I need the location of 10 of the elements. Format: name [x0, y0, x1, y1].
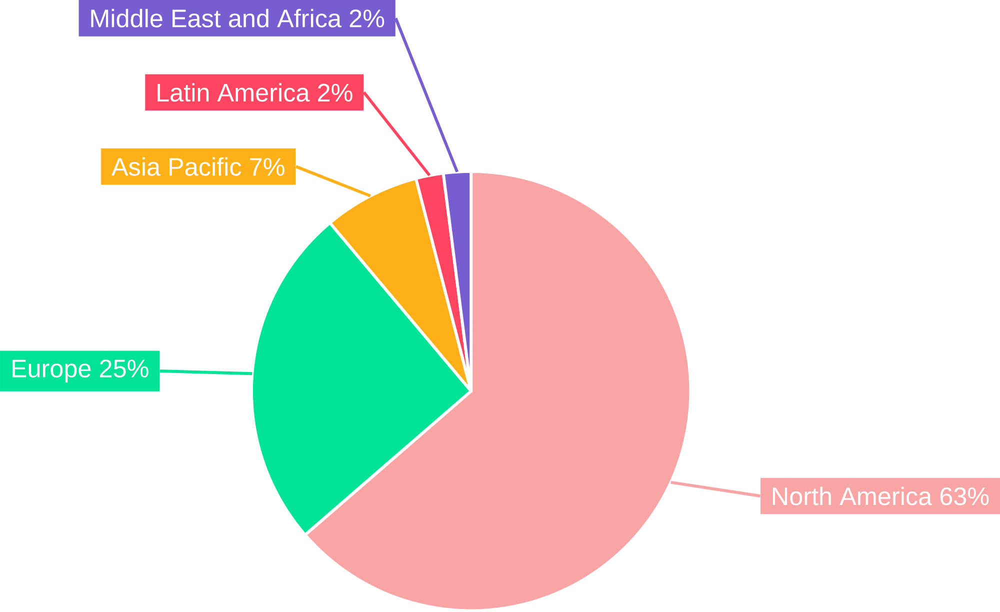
slice-label: Asia Pacific	[111, 157, 242, 176]
data-label: 2%	[318, 84, 352, 102]
slice-label: Latin America	[158, 83, 310, 102]
data-label: 2%	[350, 9, 384, 28]
slice-label: Middle East and Africa	[91, 8, 342, 28]
data-label: 25%	[100, 360, 148, 378]
data-label: 7%	[250, 158, 284, 176]
slice-label: Europe	[12, 360, 91, 382]
data-label: 63%	[940, 487, 989, 506]
slice-label: North America	[772, 486, 932, 506]
